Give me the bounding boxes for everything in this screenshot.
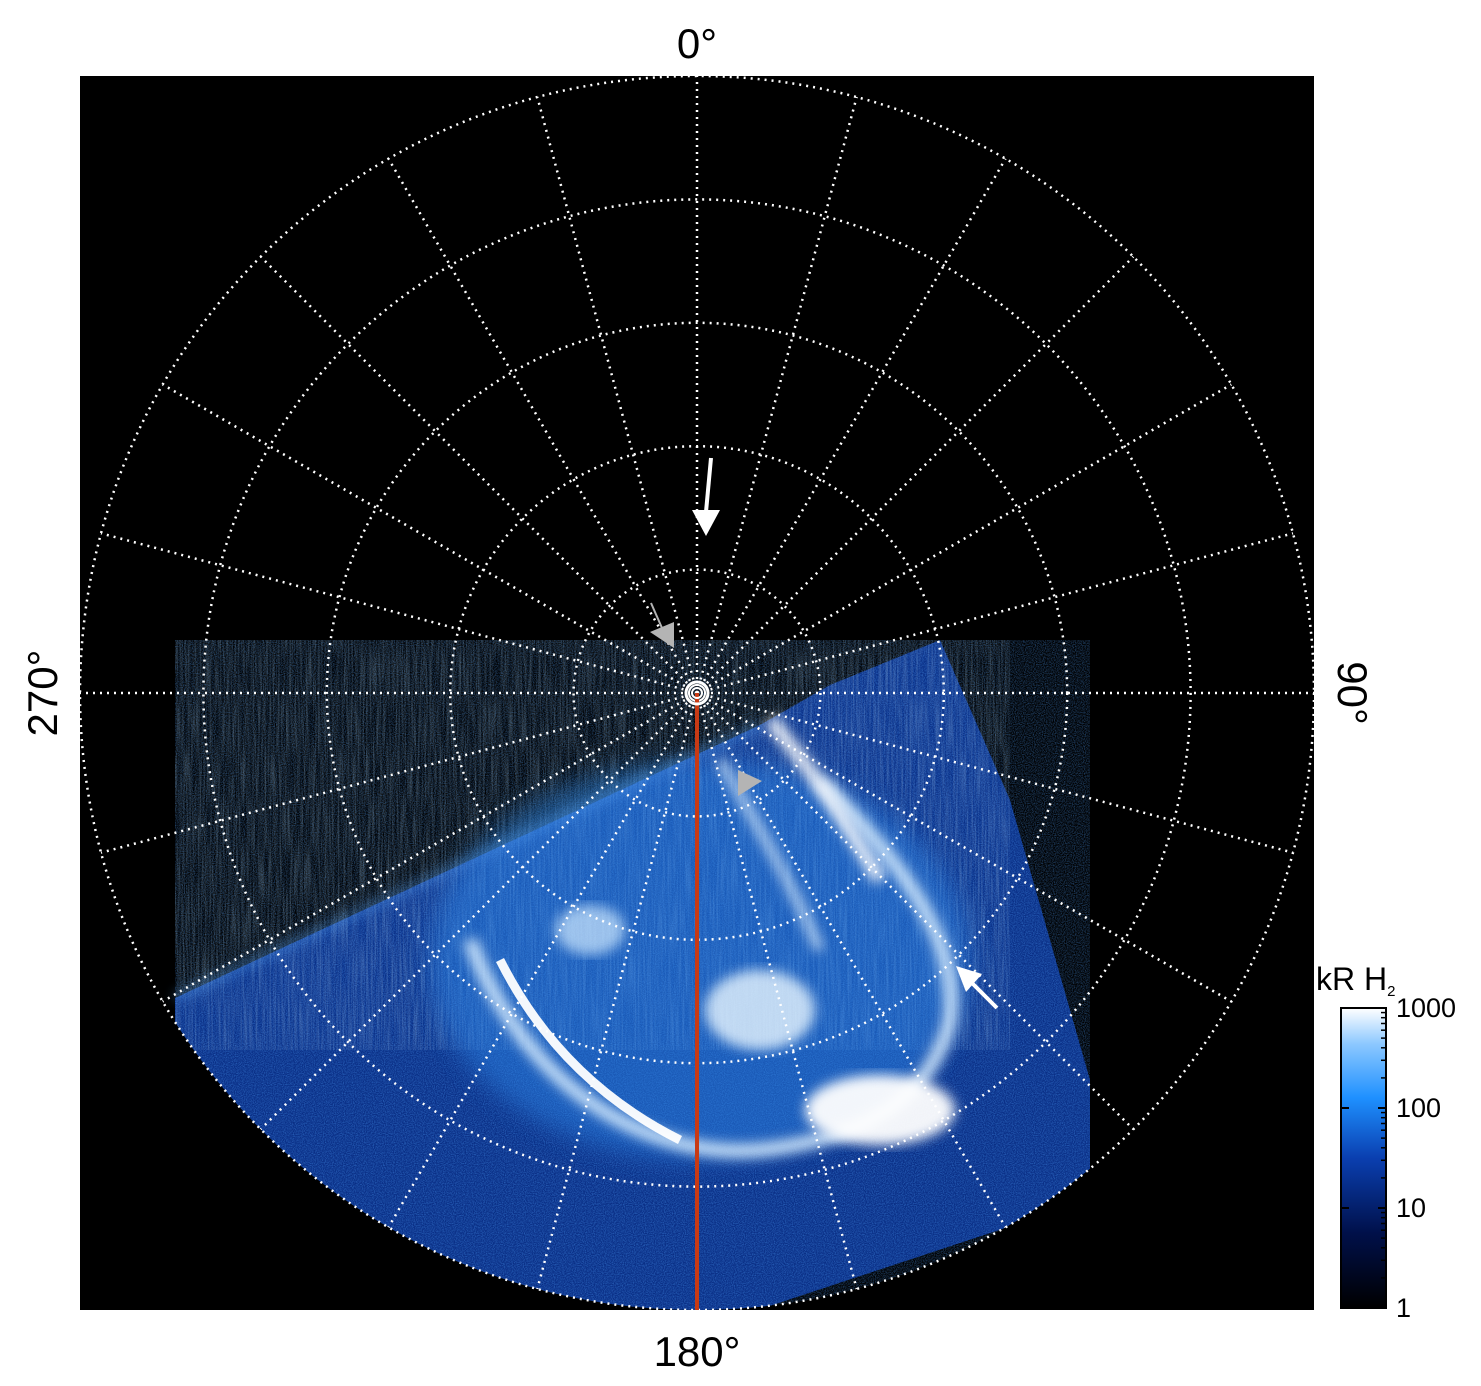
- grid-spoke-240: [162, 691, 698, 1003]
- grid-spoke-195: [536, 692, 699, 1290]
- white-arrow-top: [704, 457, 713, 513]
- annotation-arrows: [650, 457, 999, 1010]
- white-arrow-top-head: [692, 510, 720, 536]
- grid-spoke-300: [162, 383, 698, 695]
- terminator-edge: [173, 722, 762, 1001]
- grid-spoke-255: [100, 691, 698, 854]
- grid-spoke-15: [695, 96, 858, 694]
- grid-spoke-120: [696, 691, 1232, 1003]
- azimuth-label-0: 0°: [677, 20, 717, 67]
- colorbar-tick-label-10: 10: [1396, 1193, 1426, 1223]
- pole-marker-inner: [691, 687, 703, 699]
- colorbar-title: kR H2: [1316, 961, 1395, 1000]
- bright-streak-1: [764, 715, 887, 884]
- colorbar-tick-label-1: 1: [1396, 1293, 1411, 1323]
- azimuth-label-270: 270°: [19, 650, 66, 737]
- grid-spoke-345: [536, 96, 699, 694]
- emission-image: [173, 640, 1090, 1310]
- colorbar-tick-label-100: 100: [1396, 1093, 1441, 1123]
- bright-patch-center: [705, 970, 815, 1050]
- white-arrow-right: [970, 981, 999, 1010]
- polar-grid: [80, 76, 1314, 1310]
- grid-spoke-30: [695, 158, 1007, 694]
- gray-arrow-near-pole-head: [650, 622, 674, 648]
- grid-spoke-210: [387, 692, 699, 1228]
- grid-spoke-135: [696, 692, 1135, 1131]
- azimuth-label-90: 90°: [1329, 661, 1376, 725]
- gray-arrow-near-pole: [650, 602, 663, 629]
- grid-ring-4: [202, 198, 1192, 1188]
- grid-spoke-315: [259, 255, 698, 694]
- grid-spoke-285: [100, 532, 698, 695]
- grid-spoke-330: [387, 158, 699, 694]
- colorbar-tick-label-1000: 1000: [1396, 993, 1456, 1023]
- grid-spoke-105: [696, 691, 1294, 854]
- grid-spoke-45: [696, 255, 1135, 694]
- grid-spoke-165: [695, 692, 858, 1290]
- colorbar: kR H2 1000 100 10 1: [1316, 961, 1456, 1323]
- grid-spoke-225: [259, 692, 698, 1131]
- pole-marker-outer: [684, 680, 710, 706]
- azimuth-label-180: 180°: [654, 1328, 741, 1375]
- colorbar-gradient: [1340, 1007, 1387, 1309]
- bright-streak-2: [715, 757, 825, 952]
- gray-arrow-mid-head: [738, 770, 762, 796]
- outer-arc: [495, 957, 683, 1145]
- colorbar-ticks: 1000 100 10 1: [1341, 993, 1456, 1323]
- bright-patch-lower: [805, 1075, 955, 1145]
- grid-spoke-150: [695, 692, 1007, 1228]
- white-arrow-right-head: [956, 966, 982, 992]
- grid-spoke-75: [696, 532, 1294, 695]
- bright-patch-left: [555, 905, 625, 955]
- grid-spoke-60: [696, 383, 1232, 695]
- grid-ring-1: [572, 568, 822, 818]
